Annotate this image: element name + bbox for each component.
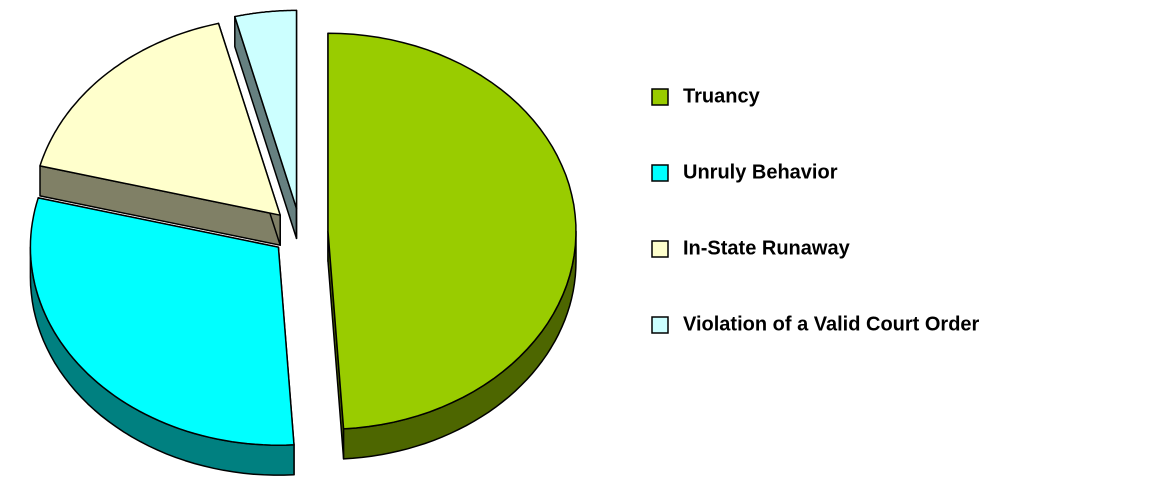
slice — [29, 197, 295, 446]
slice — [234, 9, 298, 210]
legend-label: Violation of a Valid Court Order — [683, 313, 980, 335]
legend-swatch — [651, 88, 669, 106]
legend-swatch — [651, 240, 669, 258]
legend-swatch — [651, 164, 669, 182]
legend-label: Unruly Behavior — [683, 161, 838, 183]
legend-swatch — [651, 316, 669, 334]
legend-label: In-State Runaway — [683, 237, 851, 259]
slice — [327, 32, 577, 430]
slice — [39, 22, 281, 216]
legend-label: Truancy — [683, 85, 761, 107]
